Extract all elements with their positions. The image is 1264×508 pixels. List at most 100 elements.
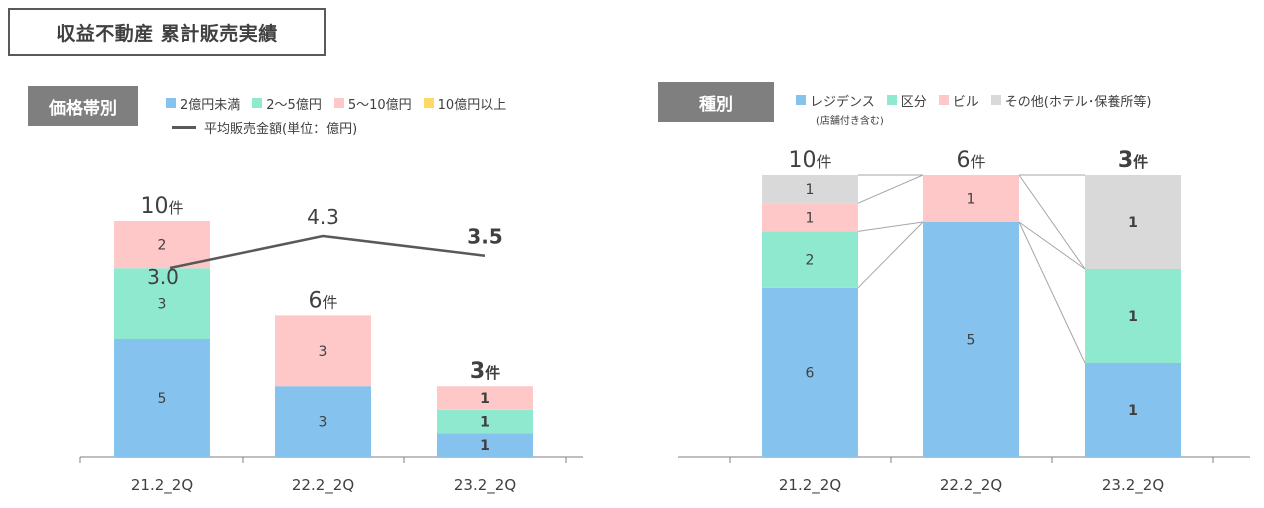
data-label: 1	[1128, 215, 1138, 231]
right-legend-item-2: ビル	[938, 90, 979, 110]
left-line-legend: 平均販売金額(単位：億円)	[166, 117, 369, 137]
data-label: 3	[319, 415, 328, 431]
total-unit: 件	[168, 199, 183, 217]
legend-label: レジデンス	[810, 94, 875, 110]
legend-label: 平均販売金額(単位：億円)	[204, 121, 358, 137]
left-legend-item-3: 10億円以上	[423, 93, 507, 113]
bar-segment	[275, 315, 371, 387]
legend-swatch	[166, 98, 176, 108]
data-label: 2	[806, 253, 815, 269]
total-count: 10	[140, 194, 168, 219]
right-chart-legend: レジデンス 区分 ビル その他(ホテル･保養所等)	[796, 90, 1256, 110]
series-connector	[1018, 221, 1086, 270]
data-label: 1	[967, 192, 976, 208]
legend-swatch	[990, 95, 1001, 105]
legend-swatch	[252, 98, 263, 108]
bar-segment	[1085, 269, 1181, 363]
total-label: 6件	[956, 148, 985, 173]
x-tick-label: 22.2_2Q	[940, 476, 1002, 495]
total-label: 10件	[140, 194, 183, 219]
legend-label: その他(ホテル･保養所等)	[1004, 94, 1152, 110]
average-price-line	[169, 234, 486, 270]
series-connector	[1018, 174, 1086, 270]
legend-swatch	[423, 98, 434, 108]
legend-label: 10億円以上	[437, 97, 507, 113]
left-legend-item-1: 2～5億円	[252, 93, 322, 113]
data-label: 6	[806, 365, 815, 381]
page-title: 収益不動産 累計販売実績	[8, 8, 326, 56]
legend-label: ビル	[952, 94, 979, 110]
left-legend-item-0: 2億円未満	[166, 93, 240, 113]
legend-swatch	[333, 98, 344, 108]
series-connector	[857, 174, 924, 204]
legend-label: 2億円未満	[180, 97, 241, 113]
data-label: 5	[967, 333, 976, 349]
legend-swatch	[796, 95, 806, 105]
total-unit: 件	[970, 153, 985, 171]
x-tick-label: 21.2_2Q	[779, 476, 841, 495]
total-count: 3	[470, 359, 485, 384]
total-label: 10件	[788, 148, 831, 173]
legend-label: 2～5億円	[266, 97, 322, 113]
line-data-label: 3.5	[467, 225, 502, 249]
bar-segment	[762, 287, 858, 457]
total-count: 6	[956, 148, 970, 173]
total-count: 3	[1118, 148, 1133, 173]
total-label: 3件	[470, 359, 500, 384]
legend-line-swatch	[172, 125, 196, 129]
legend-label: 5～10億円	[347, 97, 412, 113]
total-count: 10	[788, 148, 816, 173]
data-label: 5	[158, 391, 167, 407]
data-label: 1	[480, 415, 490, 431]
legend-swatch	[886, 95, 897, 105]
series-connector	[1018, 221, 1086, 364]
bar-segment	[275, 386, 371, 457]
x-tick-label: 21.2_2Q	[131, 476, 193, 495]
legend-item-average-price: 平均販売金額(単位：億円)	[166, 117, 357, 137]
left-chart-tag: 価格帯別	[28, 86, 138, 126]
line-data-label: 4.3	[307, 205, 339, 229]
data-label: 1	[1128, 309, 1138, 325]
bar-segment	[114, 221, 210, 269]
series-connector	[857, 221, 924, 232]
x-tick-label: 23.2_2Q	[454, 476, 516, 495]
bar-segment	[762, 175, 858, 204]
bar-segment	[923, 175, 1019, 222]
total-count: 6	[308, 288, 322, 313]
total-label: 6件	[308, 288, 337, 313]
total-unit: 件	[816, 153, 831, 171]
x-tick-label: 23.2_2Q	[1102, 476, 1164, 495]
data-label: 1	[480, 391, 490, 407]
data-label: 1	[806, 210, 815, 226]
total-unit: 件	[485, 364, 500, 382]
left-chart-legend: 2億円未満 2～5億円 5～10億円 10億円以上	[166, 93, 636, 113]
bar-segment	[437, 386, 533, 410]
bar-segment	[1085, 363, 1181, 457]
right-legend-item-1: 区分	[886, 90, 927, 110]
data-label: 1	[480, 438, 490, 454]
data-label: 3	[158, 297, 167, 313]
data-label: 1	[1128, 403, 1138, 419]
series-connector	[857, 221, 924, 289]
data-label: 3	[319, 344, 328, 360]
bar-segment	[114, 268, 210, 339]
legend-swatch	[938, 95, 949, 105]
total-unit: 件	[322, 293, 337, 311]
left-legend-item-2: 5～10億円	[333, 93, 412, 113]
right-legend-item-3: その他(ホテル･保養所等)	[990, 90, 1152, 110]
bar-segment	[437, 433, 533, 457]
left-chart: 53221.2_2Q3322.2_2Q11123.2_2Q10件6件3件3.04…	[79, 194, 583, 495]
bar-segment	[437, 409, 533, 434]
bar-segment	[762, 231, 858, 288]
legend-label: 区分	[900, 94, 927, 110]
right-chart-tag: 種別	[658, 82, 774, 122]
total-unit: 件	[1133, 153, 1148, 171]
data-label: 2	[158, 238, 167, 254]
bar-segment	[114, 339, 210, 457]
line-data-label: 3.0	[147, 265, 179, 289]
legend-note: (店舗付き含む)	[816, 116, 884, 127]
bar-segment	[762, 203, 858, 232]
x-tick-label: 22.2_2Q	[292, 476, 354, 495]
right-legend-item-0: レジデンス	[796, 90, 875, 110]
